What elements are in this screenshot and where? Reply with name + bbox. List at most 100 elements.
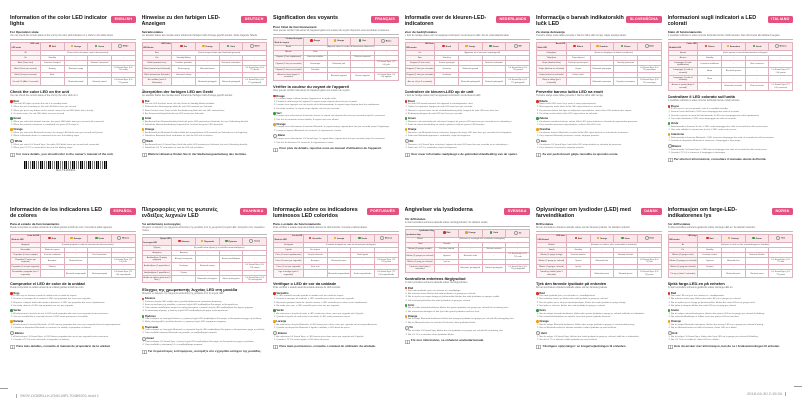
white-bullet-label: Bela [536, 139, 662, 144]
white-led-dot [10, 331, 14, 336]
led-status-cell: Bluetooth appairé [326, 72, 352, 81]
led-table-row: Lampeggia (1 volta al secondo) Muto - - - [667, 74, 793, 84]
led-status-table: Lysdiodens färg Lysdiodens läge Röd Orang… [404, 228, 531, 273]
led-table-row: Ανάβει και σβήνει (μετά από 5 δευτ.) - Blu… [141, 275, 267, 284]
section-subtitle: For driftsstatus [667, 222, 691, 227]
led-color-header: Hvit [768, 233, 793, 243]
green-led-dot [225, 239, 228, 243]
led-color-header: Weiß [242, 41, 267, 51]
red-bullet-items: Den røde lysdiode lyser, når enheden er … [536, 295, 662, 307]
led-status-table: Barva LED Način LED Rdeča Oranžna Zelena Be… [536, 41, 662, 86]
led-mode-cell: Liga e desliga (após 5 segundos) [273, 269, 304, 278]
red-led-dot [536, 100, 539, 103]
orange-bullet-items: Selezionando la funzione Bluetooth, il L… [668, 137, 794, 143]
bullet-item: Zodra uw LG TV is verbonden, stopt het k… [408, 147, 530, 150]
led-mode-cell: Utripa (dvakrat hitro) [536, 59, 567, 66]
led-color-header: Blanc [373, 36, 399, 46]
led-table-row: Blinker (1 gang per sekund) Dempet - - - [667, 264, 793, 271]
white-bullet-label: Weiß [141, 139, 268, 144]
check-led-heading: Controleer de kleuren-LED op de unit [404, 89, 474, 95]
bullet-item: Ao selecionar a função de rede, o LED ve… [276, 313, 398, 316]
led-status-cell: - [195, 269, 220, 276]
section-subtitle: Stato di funzionamento [667, 30, 702, 35]
led-color-header: Orange [458, 228, 483, 238]
led-mode-cell: Tänd och släckt (efter 5 sekunder) [404, 264, 436, 273]
led-table-row: Blinkar (2 gånger per sekund) Uppstart Blu… [404, 251, 530, 261]
led-color-header: Rouge [302, 36, 328, 46]
language-badge: FRANÇAIS [371, 15, 399, 23]
bullet-item: Tijdens het opstarten knippert de rode L… [408, 106, 530, 109]
section-intro: Μπορείτε να ελέγξετε την τρέχουσα κατάστ… [141, 227, 267, 236]
led-table-row: Tänd och släckt (efter 5 sekunder) - Bluet… [404, 264, 530, 273]
led-status-cell: LG Sound Sync (LG TV) klar [768, 256, 793, 266]
table-corner-cell: Cor do LED Modo do LED [273, 233, 304, 243]
led-status-cell: - [110, 59, 136, 66]
bullet-item: When a Bluetooth device is connected to … [13, 135, 135, 138]
corner-led-color-label: Colore LED [686, 43, 697, 46]
white-led-dot [117, 44, 122, 49]
bullet-item: Bij demping knippert de rode LED één kee… [408, 113, 530, 116]
white-bullet-label: Branco [273, 331, 399, 336]
led-status-cell: Avvio [697, 67, 723, 76]
led-status-cell: - [505, 72, 530, 79]
red-led-dot [404, 100, 408, 103]
color-bullet-blocks: RödDen röda lysdioden lyser när enheten … [404, 287, 531, 337]
green-led-dot [404, 117, 408, 121]
green-led-dot [358, 39, 362, 42]
led-status-cell: Bluetooth συζευγμένο [195, 275, 220, 284]
language-section: Informatie over de kleuren-LED-indicator… [404, 15, 531, 197]
led-mode-cell: Aan en uit (na 5 seconden) [404, 77, 436, 86]
led-status-cell: Funksjon endret [697, 251, 723, 258]
white-led-dot [273, 133, 277, 138]
green-bullet-items: Når du vælger netværksfunktionen, blinke… [536, 313, 662, 319]
white-bullet-items: Selezionando LG Sound Sync, il LED bianc… [668, 149, 794, 155]
red-led-dot [574, 236, 578, 240]
bullet-item: Le voyant rouge s'allume lorsque l'appar… [276, 98, 398, 101]
led-status-cell: Réseau appairé [350, 72, 375, 81]
led-status-cell: Bluetooth redo [458, 251, 483, 261]
led-mode-cell: Clignote (2 fois par seconde) [273, 59, 304, 69]
green-led-dot [141, 314, 145, 318]
led-status-cell: - [242, 249, 267, 256]
bullet-item: Selezionando LG Sound Sync, il LED bianc… [671, 149, 793, 152]
table-corner-cell: Color de LED Modo de LED [10, 233, 41, 243]
led-color-header: Oransje [721, 233, 746, 243]
section-title: Hinweise zu den farbigen LED-Anzeigen [141, 15, 221, 28]
led-status-cell: Funkcija spremenjena [565, 59, 591, 66]
led-status-cell: Silencio [39, 264, 65, 271]
led-table-row: Clignote (1 fois par seconde) Sourdine - - - [273, 67, 399, 74]
led-status-cell: Σίγαση [171, 269, 197, 276]
led-status-cell: Bluetooth parret [589, 269, 615, 278]
led-color-header: Vert [350, 36, 375, 46]
bullet-item: Il LED rosso è acceso quando l'unità è i… [671, 108, 793, 111]
led-color-header: Rdeča [565, 41, 591, 51]
led-status-cell: Omrežje seznanjeno [613, 77, 638, 86]
white-bullet-label: Wit [404, 139, 531, 144]
bullet-item: Når du vælger netværksfunktionen, blinke… [539, 313, 661, 316]
orange-bullet-items: Al seleccionar la función Bluetooth, el … [10, 324, 136, 330]
led-color-header: White [110, 41, 136, 51]
orange-bullet-items: När du väljer Bluetooth-funktionen blink… [405, 318, 531, 324]
led-color-header: Zelena [613, 41, 638, 51]
bullet-item: Όταν πατάτε οποιοδήποτε κουμπί του τηλεχ… [145, 307, 267, 310]
led-table-row: Blinkar (1 gång per sekund) Ljud av - - - [404, 259, 530, 266]
table-corner-cell: Χρώμα LED Λειτουργία LED [141, 236, 173, 246]
led-table-row: Ein und Aus (nach 5 Sekunden) - Bluetooth … [141, 77, 267, 86]
led-color-header: Vit [505, 228, 530, 238]
led-table-row: Acceso Standby - - - [667, 54, 793, 61]
owners-manual-note: Per ulteriori informazioni, consultare i… [667, 157, 794, 162]
led-status-cell: Opstarten [434, 64, 460, 74]
bullet-item: När enheten startar blinkar den röda lys… [408, 293, 530, 296]
led-status-cell: Nätverk parkopplat [481, 264, 507, 273]
led-status-cell: Rete connessa [744, 59, 770, 69]
led-status-cell: - [768, 59, 793, 69]
green-bullet-items: Όταν επιλέγετε τη λειτουργία δικτύου, η … [142, 318, 268, 324]
led-mode-cell: Lampeggia (2 volte rapidamente) [667, 59, 699, 69]
white-bullet-label: White [10, 139, 136, 144]
led-mode-cell: Blinkar (2 gånger snabbt) [404, 246, 436, 253]
led-status-cell: - [481, 64, 507, 74]
white-bullet-label: Hvid [536, 331, 662, 336]
led-status-cell: - [242, 254, 267, 264]
color-bullet-blocks: RoodDe rode LED brandt wanneer het appar… [404, 100, 531, 150]
bullet-item: When you select LG Sound Sync, the white… [13, 144, 135, 147]
